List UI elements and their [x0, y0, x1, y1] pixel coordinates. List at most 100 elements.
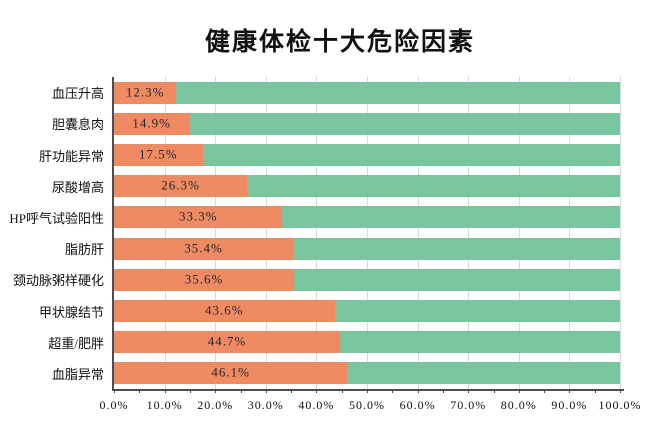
- y-axis-label: 超重/肥胖: [48, 335, 104, 351]
- x-axis-tick: [189, 389, 191, 393]
- bar-track: 12.3%: [114, 81, 620, 104]
- x-axis-tick-label: 30.0%: [247, 398, 284, 412]
- x-axis-tick: [442, 389, 444, 393]
- bar-track: 44.7%: [114, 331, 620, 354]
- x-axis-tick: [215, 389, 217, 393]
- bar-track: 43.6%: [114, 300, 620, 323]
- bar-value-label: 43.6%: [205, 302, 244, 318]
- bar-segment-value: 12.3%: [114, 81, 177, 104]
- bar-segment-value: 33.3%: [114, 206, 283, 229]
- gridline: [620, 77, 621, 389]
- x-axis-tick: [594, 389, 596, 393]
- y-axis-label: 血压升高: [51, 86, 104, 102]
- bar-row: 35.6%: [114, 264, 620, 295]
- bar-value-label: 12.3%: [125, 84, 165, 100]
- x-axis-tick: [620, 389, 621, 393]
- bar-segment-value: 26.3%: [114, 175, 248, 198]
- gridline: [316, 77, 318, 389]
- bar-value-label: 33.3%: [178, 209, 218, 225]
- x-axis-tick-label: 100.0%: [598, 398, 642, 412]
- bar-segment-remainder: [202, 144, 620, 166]
- bar-row: 43.6%: [114, 295, 620, 326]
- gridline: [417, 77, 419, 389]
- x-axis-tick: [392, 389, 394, 393]
- bar-segment-remainder: [247, 175, 620, 198]
- x-axis-tick: [164, 389, 166, 393]
- bar-row: 33.3%: [114, 202, 620, 233]
- x-axis-tick-label: 10.0%: [146, 398, 183, 412]
- bar-track: 46.1%: [114, 362, 620, 385]
- bar-value-label: 35.4%: [184, 240, 223, 256]
- bar-track: 33.3%: [114, 206, 620, 229]
- x-axis-tick-label: 40.0%: [298, 398, 335, 412]
- y-axis-line: [112, 77, 114, 391]
- bar-value-label: 14.9%: [132, 115, 171, 131]
- bar-segment-remainder: [340, 331, 620, 354]
- gridline: [569, 77, 571, 389]
- bar-value-label: 17.5%: [138, 146, 178, 162]
- x-axis-tick: [544, 389, 546, 393]
- bar-row: 12.3%: [114, 77, 620, 108]
- bar-segment-value: 43.6%: [114, 300, 335, 323]
- x-axis-tick: [493, 389, 495, 393]
- bar-row: 17.5%: [114, 139, 620, 170]
- bar-row: 46.1%: [114, 358, 620, 389]
- x-axis-tick: [291, 389, 293, 393]
- bar-segment-value: 35.4%: [114, 237, 294, 260]
- x-axis-tick: [316, 389, 318, 393]
- bar-segment-remainder: [176, 81, 620, 104]
- x-axis-tick: [468, 389, 470, 393]
- x-axis-tick: [240, 389, 242, 393]
- bar-value-label: 46.1%: [211, 365, 250, 381]
- bar-track: 35.6%: [114, 268, 620, 291]
- gridline: [265, 77, 267, 389]
- x-axis-tick: [114, 389, 115, 393]
- plot-area: 12.3% 14.9% 17.5% 26.3% 33.3% 35.4% 35.6% 43.6%…: [112, 77, 624, 393]
- x-axis-tick-labels: 0.0% 10.0% 20.0% 30.0% 40.0% 50.0% 60.0% 70.0% 8…: [100, 398, 641, 416]
- x-axis-tick: [367, 389, 368, 393]
- bar-rows: 12.3% 14.9% 17.5% 26.3% 33.3% 35.4% 35.6% 43.6%…: [114, 77, 620, 389]
- x-axis-line: [112, 389, 624, 391]
- bar-value-label: 26.3%: [161, 177, 200, 193]
- x-axis-tick-label: 0.0%: [99, 398, 129, 412]
- bar-segment-remainder: [347, 362, 620, 385]
- gridline: [367, 77, 368, 389]
- bar-row: 35.4%: [114, 233, 620, 264]
- y-axis-label: HP呼气试验阳性: [9, 210, 104, 226]
- y-axis-label: 甲状腺结节: [38, 304, 104, 320]
- bar-segment-value: 46.1%: [114, 362, 348, 385]
- bar-track: 14.9%: [114, 112, 620, 135]
- x-axis-tick-label: 50.0%: [349, 398, 385, 412]
- x-axis-tick: [265, 389, 267, 393]
- bar-row: 44.7%: [114, 327, 620, 358]
- y-axis-label: 尿酸增高: [51, 179, 104, 195]
- bar-segment-value: 14.9%: [114, 112, 190, 135]
- bar-segment-remainder: [282, 206, 620, 229]
- bar-segment-remainder: [334, 300, 620, 323]
- x-axis-tick-label: 70.0%: [450, 398, 487, 412]
- y-axis-label: 肝功能异常: [38, 148, 104, 164]
- x-axis-tick: [341, 389, 343, 393]
- x-axis-tick: [417, 389, 419, 393]
- bar-row: 14.9%: [114, 108, 620, 139]
- y-axis-label: 脂肪肝: [64, 242, 104, 258]
- bar-segment-value: 17.5%: [114, 144, 203, 166]
- bar-segment-remainder: [189, 112, 620, 135]
- bar-segment-remainder: [294, 268, 620, 291]
- bar-track: 26.3%: [114, 175, 620, 198]
- bar-segment-value: 44.7%: [114, 331, 341, 354]
- x-axis-tick: [139, 389, 141, 393]
- y-axis-label: 颈动脉粥样硬化: [12, 273, 104, 289]
- y-axis-labels: 血压升高胆囊息肉肝功能异常尿酸增高 HP呼气试验阳性脂肪肝颈动脉粥样硬化甲状腺结节…: [0, 77, 104, 389]
- bar-value-label: 44.7%: [207, 333, 247, 349]
- bar-value-label: 35.6%: [184, 271, 224, 287]
- y-axis-label: 血脂异常: [51, 366, 104, 382]
- y-axis-label: 胆囊息肉: [51, 117, 104, 133]
- x-axis-tick: [518, 389, 520, 393]
- x-axis-tick: [569, 389, 571, 393]
- bar-row: 26.3%: [114, 171, 620, 202]
- bar-track: 35.4%: [114, 237, 620, 260]
- bar-segment-value: 35.6%: [114, 268, 295, 291]
- gridline: [215, 77, 217, 389]
